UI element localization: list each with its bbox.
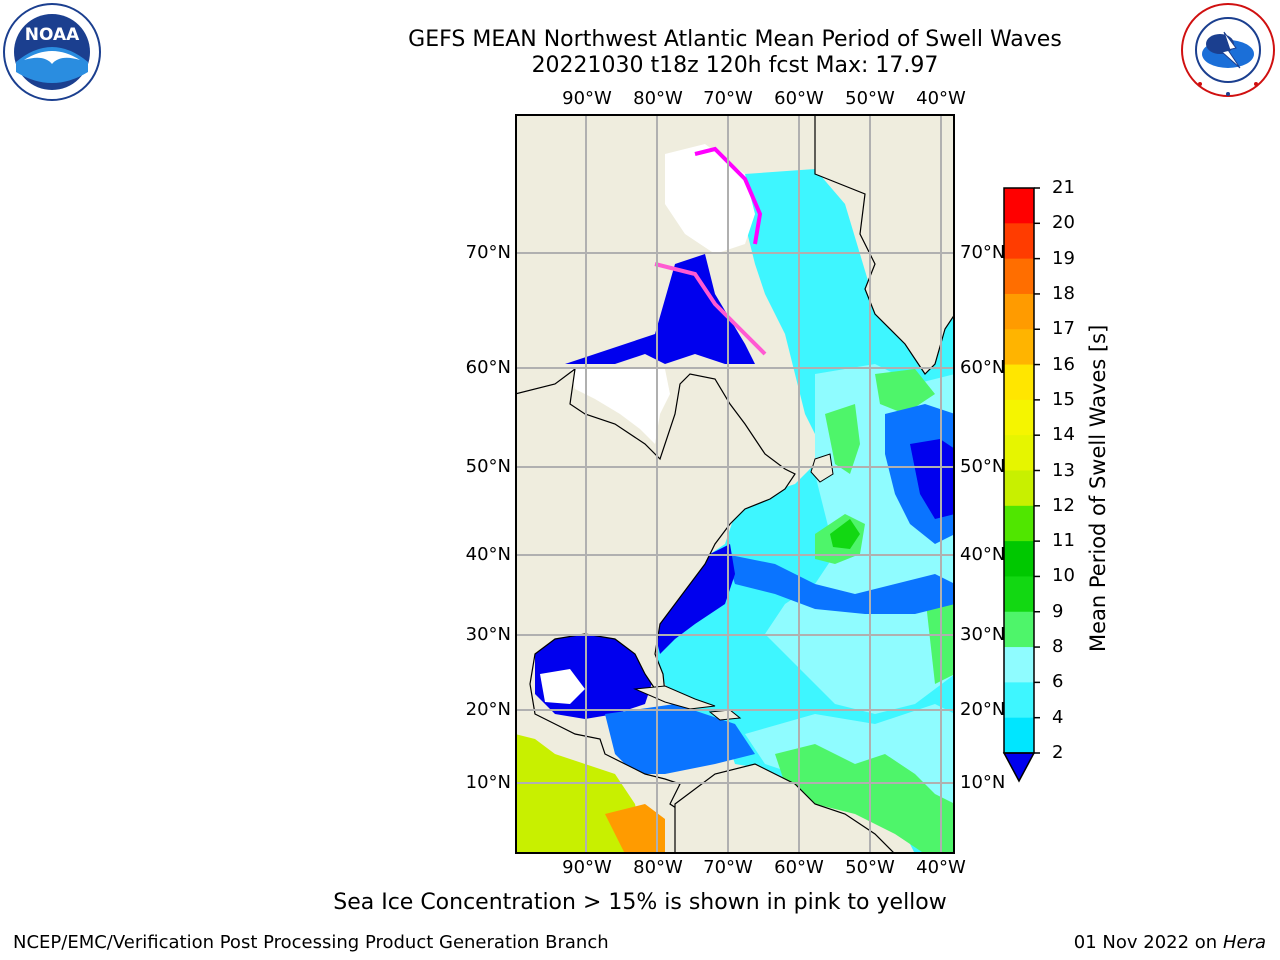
green-region-3 bbox=[875, 369, 935, 414]
footer-date-text: 01 Nov 2022 on bbox=[1073, 932, 1218, 953]
colorbar-segment bbox=[1004, 682, 1034, 719]
nws-logo bbox=[1180, 2, 1276, 98]
colorbar-segment bbox=[1004, 541, 1034, 577]
lon-label: 90°W bbox=[562, 88, 612, 109]
colorbar-tick-label: 14 bbox=[1052, 424, 1075, 446]
colorbar-tick-label: 11 bbox=[1052, 530, 1075, 552]
lat-label: 60°N bbox=[465, 357, 511, 378]
colorbar-tick-label: 2 bbox=[1052, 742, 1064, 763]
hudson-bay-ice bbox=[570, 369, 670, 444]
lon-label: 60°W bbox=[774, 88, 824, 109]
footer-machine: Hera bbox=[1222, 932, 1266, 953]
colorbar-segment bbox=[1004, 399, 1034, 436]
map-panel bbox=[514, 113, 956, 855]
colorbar-svg bbox=[1002, 187, 1040, 783]
colorbar-under-triangle bbox=[1002, 752, 1036, 783]
lat-label: 10°N bbox=[465, 772, 511, 793]
lon-label: 50°W bbox=[845, 88, 895, 109]
lat-label: 70°N bbox=[465, 242, 511, 263]
colorbar-tick-label: 19 bbox=[1052, 247, 1075, 269]
colorbar-tick-label: 12 bbox=[1052, 494, 1075, 516]
lon-label: 80°W bbox=[633, 88, 683, 109]
colorbar-tick-label: 18 bbox=[1052, 282, 1075, 304]
map-border bbox=[515, 114, 955, 854]
lon-label: 60°W bbox=[774, 857, 824, 878]
colorbar-tick-label: 16 bbox=[1052, 353, 1075, 375]
colorbar-segment bbox=[1004, 293, 1034, 330]
colorbar-segment bbox=[1004, 435, 1034, 471]
pacific-orange-overlay bbox=[605, 804, 665, 854]
caribbean-blue bbox=[605, 704, 755, 774]
colorbar-segment bbox=[1004, 470, 1034, 507]
sea-ice-edge-magenta bbox=[694, 146, 763, 245]
lon-label: 80°W bbox=[633, 857, 683, 878]
gulf-white-patch bbox=[540, 669, 585, 704]
noaa-logo-text: NOAA bbox=[25, 25, 80, 45]
chart-subtitle: 20221030 t18z 120h fcst Max: 17.97 bbox=[531, 53, 939, 78]
footer-credit: NCEP/EMC/Verification Post Processing Pr… bbox=[13, 932, 609, 953]
lon-label: 50°W bbox=[845, 857, 895, 878]
map-svg bbox=[514, 113, 956, 855]
colorbar-segment bbox=[1004, 717, 1034, 754]
lon-label: 70°W bbox=[703, 88, 753, 109]
lat-label: 30°N bbox=[465, 624, 511, 645]
lon-label: 70°W bbox=[703, 857, 753, 878]
colorbar-tick-label: 10 bbox=[1052, 565, 1075, 587]
blue-band bbox=[725, 554, 955, 614]
colorbar-tick-label: 15 bbox=[1052, 388, 1075, 410]
caption: Sea Ice Concentration > 15% is shown in … bbox=[333, 890, 947, 915]
colorbar-tick-label: 4 bbox=[1052, 706, 1064, 728]
lat-label: 30°N bbox=[960, 624, 1006, 645]
colorbar-segment bbox=[1004, 258, 1034, 295]
lat-label: 70°N bbox=[960, 242, 1006, 263]
colorbar-segment bbox=[1004, 505, 1034, 542]
graticule bbox=[515, 114, 955, 854]
colorbar bbox=[1000, 186, 1040, 786]
cuba-island bbox=[633, 685, 716, 710]
colorbar-tick-label: 21 bbox=[1052, 177, 1075, 198]
colorbar-segment bbox=[1004, 223, 1034, 260]
colorbar-segment bbox=[1004, 576, 1034, 613]
chart-title: GEFS MEAN Northwest Atlantic Mean Period… bbox=[408, 27, 1062, 52]
colorbar-segment bbox=[1004, 647, 1034, 683]
colorbar-tick-label: 6 bbox=[1052, 671, 1064, 693]
lon-label: 40°W bbox=[916, 88, 966, 109]
lon-label: 90°W bbox=[562, 857, 612, 878]
colorbar-segment bbox=[1004, 188, 1034, 224]
lat-label: 20°N bbox=[960, 699, 1006, 720]
noaa-logo: NOAA bbox=[2, 2, 102, 102]
colorbar-segment bbox=[1004, 329, 1034, 366]
lat-label: 60°N bbox=[960, 357, 1006, 378]
lat-label: 40°N bbox=[960, 544, 1006, 565]
colorbar-tick-label: 13 bbox=[1052, 459, 1075, 481]
bright-green-patch bbox=[830, 519, 860, 549]
lat-label: 40°N bbox=[465, 544, 511, 565]
lon-label: 40°W bbox=[916, 857, 966, 878]
lat-label: 50°N bbox=[960, 456, 1006, 477]
footer-date: 01 Nov 2022 on Hera bbox=[1074, 932, 1266, 953]
green-region-south bbox=[775, 744, 955, 854]
deep-blue-core bbox=[910, 439, 955, 519]
green-region bbox=[825, 404, 860, 474]
lat-label: 50°N bbox=[465, 456, 511, 477]
lat-label: 10°N bbox=[960, 772, 1006, 793]
colorbar-tick-label: 20 bbox=[1052, 212, 1075, 234]
colorbar-label: Mean Period of Swell Waves [s] bbox=[1086, 324, 1110, 652]
colorbar-segment bbox=[1004, 364, 1034, 401]
lat-label: 20°N bbox=[465, 699, 511, 720]
hudson-bay-deep-blue bbox=[565, 254, 755, 364]
sea-ice-edge-pink bbox=[654, 262, 767, 356]
colorbar-segment bbox=[1004, 611, 1034, 648]
us-coast-deep-blue bbox=[655, 544, 735, 654]
colorbar-tick-label: 17 bbox=[1052, 318, 1075, 340]
colorbar-tick-label: 9 bbox=[1052, 600, 1064, 622]
colorbar-tick-label: 8 bbox=[1052, 636, 1064, 658]
arctic-ice bbox=[665, 144, 755, 254]
